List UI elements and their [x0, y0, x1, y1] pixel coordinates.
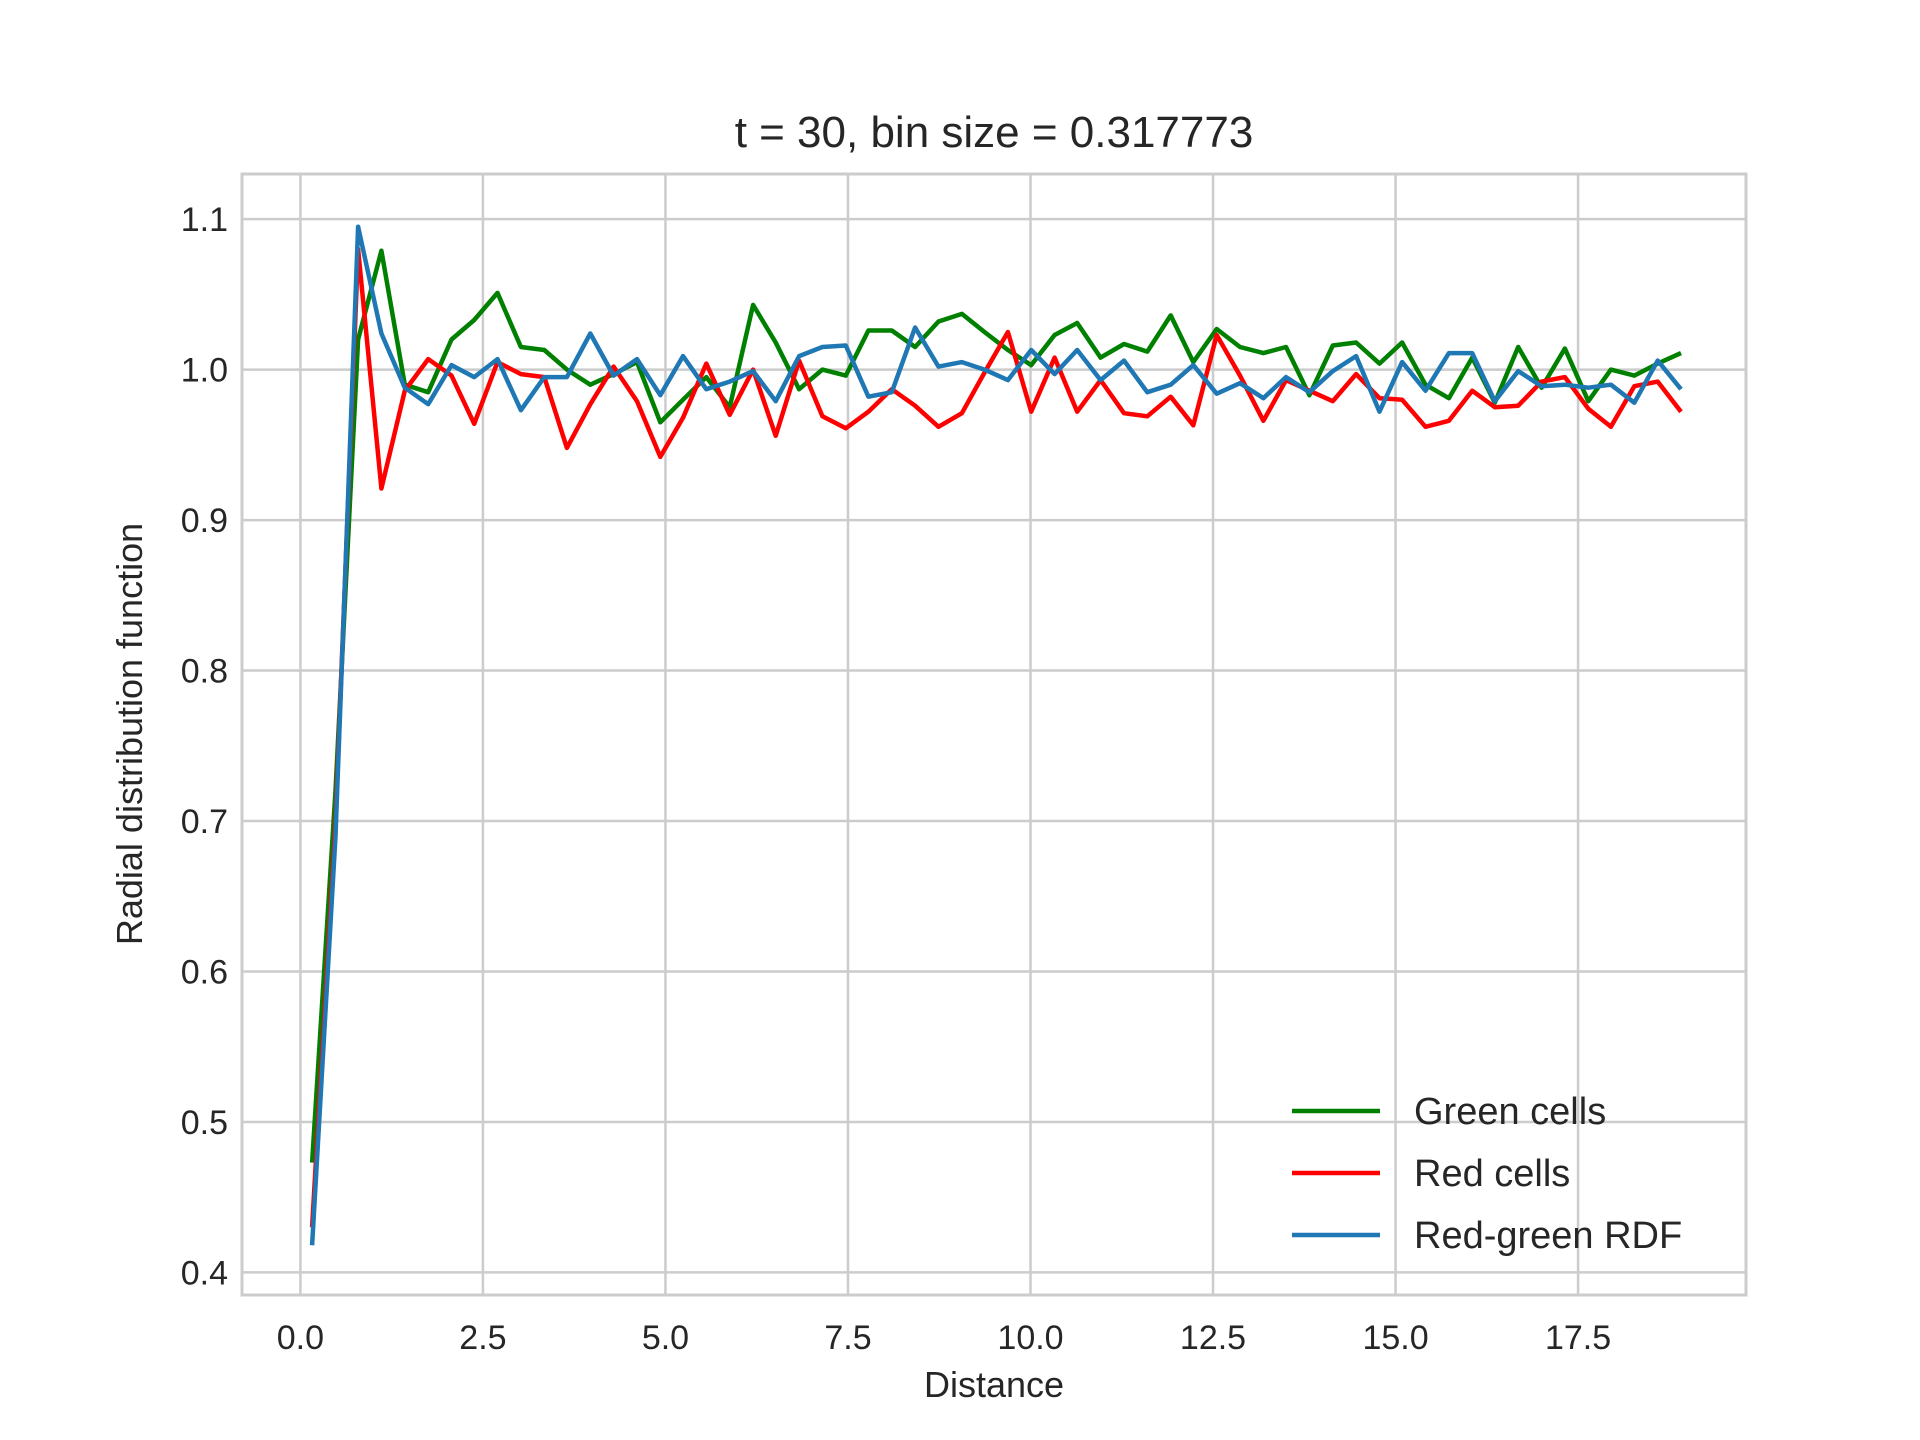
y-tick-labels: 0.4 0.5 0.6 0.7 0.8 0.9 1.0 1.1 [181, 201, 228, 1292]
chart-title: t = 30, bin size = 0.317773 [735, 108, 1254, 157]
y-tick-label: 1.0 [181, 352, 228, 390]
y-tick-label: 1.1 [181, 201, 228, 239]
legend-label: Red cells [1414, 1153, 1570, 1195]
x-tick-label: 5.0 [642, 1319, 689, 1357]
legend-label: Red-green RDF [1414, 1215, 1682, 1257]
legend-item: Red cells [1292, 1153, 1570, 1195]
y-axis-label: Radial distribution function [109, 523, 150, 945]
plot-frame [240, 172, 1748, 1297]
series-line-red-green-rdf [309, 224, 1683, 1246]
y-tick-label: 0.8 [181, 653, 228, 691]
x-tick-label: 17.5 [1545, 1319, 1611, 1357]
legend-item: Red-green RDF [1292, 1215, 1682, 1257]
grid-lines [242, 174, 1746, 1295]
legend-label: Green cells [1414, 1091, 1606, 1133]
series-line-green-cells [309, 248, 1682, 1163]
y-tick-label: 0.7 [181, 803, 228, 841]
y-tick-label: 0.9 [181, 502, 228, 540]
x-axis-label: Distance [924, 1364, 1064, 1405]
x-tick-label: 12.5 [1180, 1319, 1246, 1357]
x-tick-label: 7.5 [824, 1319, 871, 1357]
legend-item: Green cells [1292, 1091, 1606, 1133]
y-tick-label: 0.5 [181, 1104, 228, 1142]
x-tick-label: 0.0 [277, 1319, 324, 1357]
x-tick-label: 10.0 [997, 1319, 1063, 1357]
x-tick-labels: 0.0 2.5 5.0 7.5 10.0 12.5 15.0 17.5 [277, 1319, 1611, 1357]
series-lines [309, 224, 1683, 1246]
y-tick-label: 0.6 [181, 953, 228, 991]
y-tick-label: 0.4 [181, 1254, 228, 1292]
x-tick-label: 15.0 [1362, 1319, 1428, 1357]
x-tick-label: 2.5 [459, 1319, 506, 1357]
legend: Green cells Red cells Red-green RDF [1292, 1091, 1682, 1257]
series-line-red-cells [309, 246, 1683, 1228]
